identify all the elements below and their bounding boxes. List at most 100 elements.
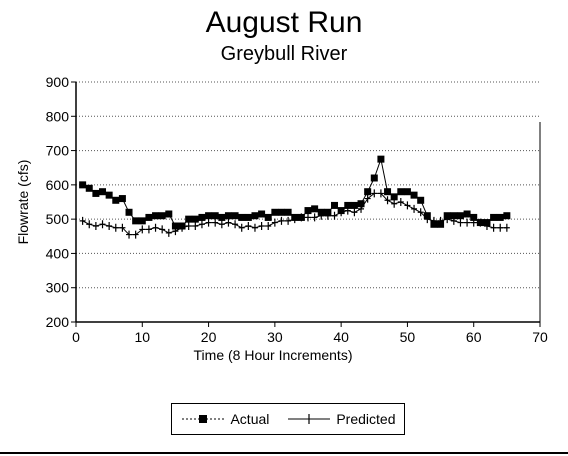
data-point-actual — [251, 212, 259, 220]
data-point-actual — [344, 201, 352, 209]
data-point-predicted — [298, 213, 305, 222]
data-point-actual — [271, 208, 279, 216]
data-point-actual — [198, 213, 206, 221]
data-point-actual — [364, 188, 372, 196]
data-point-actual — [377, 155, 385, 163]
data-point-predicted — [139, 225, 146, 234]
data-point-predicted — [358, 204, 365, 213]
y-tick-label: 900 — [46, 74, 70, 90]
data-point-predicted — [483, 222, 490, 230]
data-point-actual — [125, 208, 133, 216]
chart-subtitle: Greybull River — [220, 43, 348, 65]
data-point-actual — [112, 196, 120, 204]
data-point-predicted — [251, 223, 258, 232]
data-point-predicted — [477, 218, 484, 227]
legend-predicted-label: Predicted — [336, 411, 396, 427]
data-point-predicted — [497, 223, 504, 232]
data-point-actual — [463, 210, 471, 218]
data-point-predicted — [364, 194, 371, 203]
data-point-actual — [205, 212, 213, 220]
data-point-predicted — [145, 225, 152, 234]
data-point-predicted — [397, 198, 404, 206]
data-point-predicted — [218, 220, 225, 229]
y-tick-label: 800 — [46, 108, 70, 124]
data-point-predicted — [225, 218, 232, 227]
y-tick-label: 600 — [46, 177, 70, 193]
data-point-actual — [370, 174, 378, 182]
data-point-predicted — [324, 211, 331, 220]
data-point-actual — [85, 184, 93, 192]
data-point-actual — [138, 217, 146, 225]
data-point-predicted — [99, 220, 106, 229]
data-point-predicted — [457, 218, 464, 227]
data-point-predicted — [245, 222, 252, 230]
y-tick-label: 700 — [46, 143, 70, 159]
data-point-predicted — [444, 215, 451, 224]
data-point-predicted — [311, 213, 318, 222]
x-tick-label: 40 — [333, 329, 349, 345]
data-point-actual — [258, 210, 266, 218]
data-point-predicted — [86, 220, 93, 229]
data-point-actual — [450, 212, 458, 220]
data-point-actual — [350, 201, 358, 209]
y-axis-label: Flowrate (cfs) — [15, 160, 31, 245]
data-point-predicted — [470, 218, 477, 227]
data-point-predicted — [238, 223, 245, 232]
y-tick-label: 400 — [46, 245, 70, 261]
data-point-actual — [503, 212, 511, 220]
data-point-predicted — [198, 220, 205, 229]
data-point-predicted — [205, 218, 212, 227]
data-point-actual — [496, 213, 504, 221]
data-point-actual — [284, 208, 292, 216]
data-point-actual — [277, 208, 285, 216]
data-point-predicted — [371, 189, 378, 198]
data-point-actual — [331, 201, 339, 209]
data-point-predicted — [377, 189, 384, 198]
legend-actual-label: Actual — [230, 411, 270, 427]
chart-title: August Run — [205, 6, 363, 39]
data-point-predicted — [391, 199, 398, 208]
data-point-actual — [118, 195, 126, 203]
data-point-predicted — [126, 230, 133, 239]
data-point-predicted — [417, 208, 424, 217]
data-point-predicted — [404, 201, 411, 210]
y-tick-label: 200 — [46, 314, 70, 330]
data-point-predicted — [192, 222, 199, 230]
data-point-actual — [218, 213, 226, 221]
data-point-predicted — [384, 196, 391, 205]
data-point-actual — [238, 213, 246, 221]
data-point-actual — [152, 212, 160, 220]
legend-item-predicted: Predicted — [286, 411, 396, 427]
legend-predicted-marker-icon — [288, 414, 331, 424]
data-point-predicted — [291, 215, 298, 224]
chart-legend: Actual Predicted — [171, 403, 405, 435]
data-point-actual — [145, 213, 153, 221]
data-point-actual — [171, 222, 179, 230]
data-point-predicted — [165, 228, 172, 237]
data-point-actual — [417, 196, 425, 204]
data-point-predicted — [132, 230, 139, 239]
data-point-predicted — [338, 208, 345, 217]
data-point-predicted — [351, 208, 358, 217]
data-point-predicted — [490, 223, 497, 232]
data-point-actual — [384, 188, 392, 196]
data-point-predicted — [79, 216, 86, 225]
data-point-predicted — [450, 216, 457, 225]
x-tick-label: 50 — [400, 329, 416, 345]
data-point-predicted — [285, 216, 292, 225]
data-point-actual — [390, 193, 398, 201]
data-point-predicted — [159, 225, 166, 234]
x-tick-label: 70 — [532, 329, 548, 345]
data-point-actual — [158, 212, 166, 220]
data-point-actual — [165, 210, 173, 218]
data-point-predicted — [503, 223, 510, 232]
data-point-actual — [470, 213, 478, 221]
data-point-actual — [92, 189, 100, 197]
data-point-predicted — [430, 216, 437, 225]
data-point-actual — [304, 207, 312, 215]
data-point-predicted — [106, 222, 113, 230]
x-tick-label: 30 — [267, 329, 283, 345]
legend-actual-marker-icon — [182, 415, 225, 423]
data-point-predicted — [212, 218, 219, 227]
